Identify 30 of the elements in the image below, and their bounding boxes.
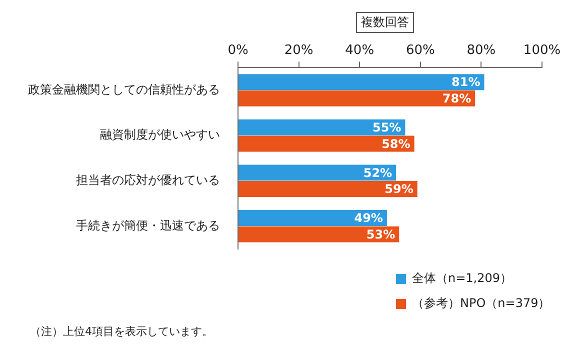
data-label: 49% [354, 211, 383, 226]
x-tick-label: 0% [228, 43, 248, 58]
x-tick-label: 20% [284, 43, 314, 58]
bar [238, 136, 414, 152]
bar [238, 119, 406, 136]
x-tick-label: 80% [466, 43, 496, 58]
legend-label: （参考）NPO（n=379） [412, 295, 550, 312]
data-label: 52% [363, 166, 392, 180]
y-tick-label: 手続きが簡便・迅速である [76, 218, 220, 232]
bar [238, 164, 396, 181]
bar [238, 226, 400, 242]
y-tick-label: 融資制度が使いやすい [100, 128, 220, 142]
bar [238, 181, 418, 197]
bar [238, 210, 387, 226]
bar [238, 90, 476, 106]
legend-label: 全体（n=1,209） [412, 270, 512, 287]
data-label: 58% [382, 136, 410, 151]
text: （注）上位4項目を表示しています。 [30, 324, 213, 339]
data-label: 55% [372, 120, 402, 135]
y-tick-label: 政策金融機関としての信頼性がある [28, 82, 220, 96]
chart-subtitle: 複数回答 [356, 12, 414, 33]
data-label: 78% [442, 92, 472, 106]
x-tick-label: 40% [345, 43, 374, 58]
x-tick-label: 100% [523, 43, 561, 58]
data-label: 81% [452, 75, 480, 90]
data-label: 53% [366, 227, 396, 242]
y-tick-label: 担当者の応対が優れている [76, 172, 220, 187]
data-label: 59% [384, 182, 414, 196]
x-tick-label: 60% [406, 43, 435, 58]
bar [238, 74, 484, 90]
